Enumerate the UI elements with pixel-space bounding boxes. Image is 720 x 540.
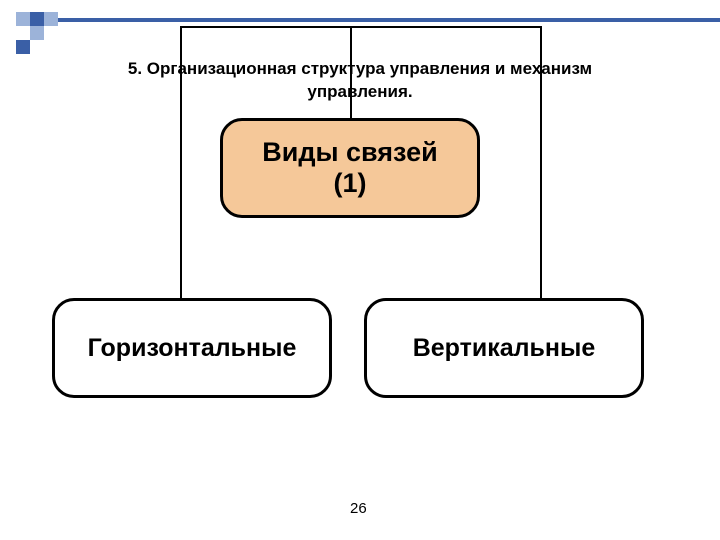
node-child-horizontal: Горизонтальные: [52, 298, 332, 398]
node-root: Виды связей (1): [220, 118, 480, 218]
node-root-line1: Виды связей: [262, 137, 438, 168]
connector-horizontal: [180, 26, 542, 28]
node-root-line2: (1): [262, 168, 438, 199]
slide-title: 5. Организационная структура управления …: [80, 58, 640, 104]
decor-square: [16, 40, 30, 54]
decor-square: [30, 12, 44, 26]
decor-bar: [58, 18, 720, 22]
node-child-vertical-label: Вертикальные: [413, 334, 596, 363]
decor-square: [30, 26, 44, 40]
node-child-vertical: Вертикальные: [364, 298, 644, 398]
page-number: 26: [350, 500, 367, 517]
decor-square: [44, 12, 58, 26]
node-child-horizontal-label: Горизонтальные: [88, 334, 297, 363]
decor-square: [16, 12, 30, 26]
node-root-label: Виды связей (1): [262, 137, 438, 199]
